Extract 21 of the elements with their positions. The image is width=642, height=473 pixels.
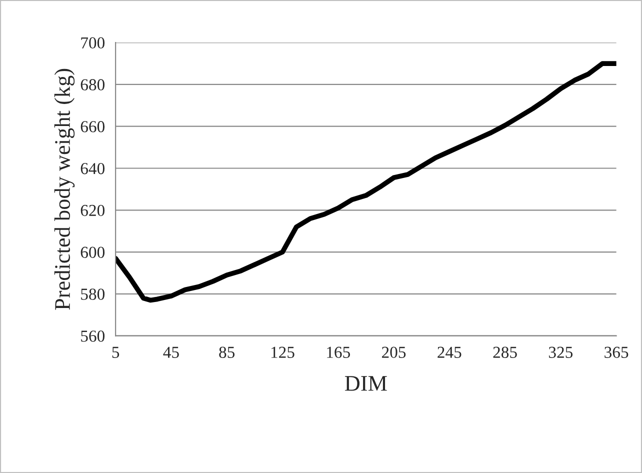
x-axis-title: DIM: [344, 376, 387, 391]
x-tick-label: 165: [327, 346, 350, 358]
x-tick-label: 325: [548, 346, 573, 358]
x-tick-label: 125: [271, 346, 294, 358]
y-tick-label: 560: [81, 330, 105, 342]
y-tick-label: 620: [80, 204, 105, 216]
y-tick-label: 700: [81, 37, 105, 49]
x-tick-label: 285: [493, 346, 517, 358]
y-tick-label: 660: [80, 121, 105, 132]
x-tick-label: 45: [163, 346, 179, 358]
x-tick-label: 365: [604, 346, 628, 358]
line-series: [116, 61, 616, 303]
y-tick-label: 600: [80, 246, 105, 258]
x-tick-label: 85: [219, 346, 235, 358]
x-tick-label: 205: [382, 346, 406, 358]
x-tick-label: 245: [438, 346, 462, 358]
x-tick-label: 5: [112, 346, 120, 358]
y-tick-label: 640: [80, 162, 105, 174]
y-tick-label: 680: [80, 79, 105, 90]
y-tick-label: 580: [81, 288, 105, 300]
y-axis-title: Predicted body weight (kg): [54, 68, 75, 310]
